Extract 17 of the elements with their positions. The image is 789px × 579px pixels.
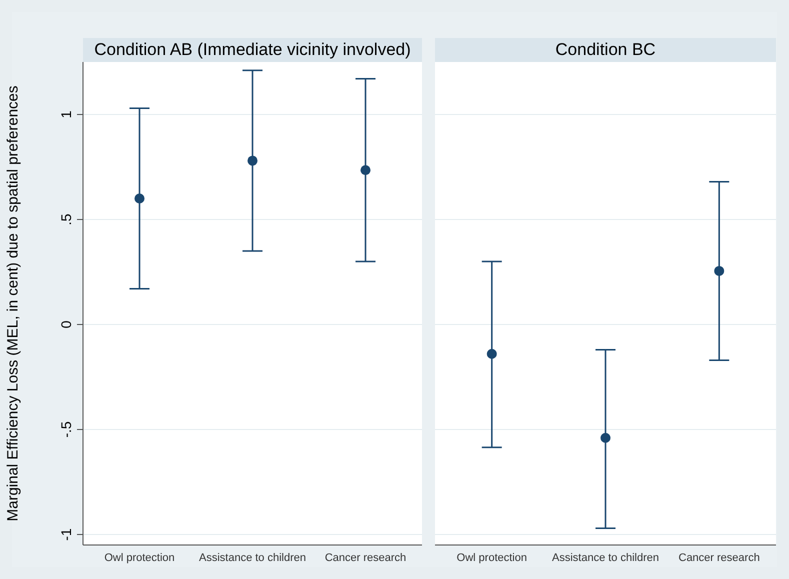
x-tick-label: Cancer research xyxy=(324,552,406,564)
point xyxy=(360,165,370,176)
x-tick-label: Cancer research xyxy=(678,552,760,564)
y-tick-label: -1 xyxy=(58,528,74,541)
point xyxy=(248,156,258,166)
y-tick-label: 0 xyxy=(58,320,74,328)
y-tick-label: -.5 xyxy=(58,421,74,438)
x-tick-label: Owl protection xyxy=(104,552,175,564)
chart-title: Condition AB (Immediate vicinity involved) xyxy=(83,38,422,62)
x-tick-label: Owl protection xyxy=(456,552,527,564)
x-tick-label: Assistance to children xyxy=(199,552,306,564)
point xyxy=(134,194,144,204)
chart-title: Condition BC xyxy=(435,38,776,62)
y-tick-label: 1 xyxy=(58,110,74,118)
y-tick-label: .5 xyxy=(58,213,74,226)
x-tick-label: Assistance to children xyxy=(552,552,659,564)
y-axis-title: Marginal Efficiency Loss (MEL, in cent) due to spatial preferences xyxy=(4,86,22,522)
